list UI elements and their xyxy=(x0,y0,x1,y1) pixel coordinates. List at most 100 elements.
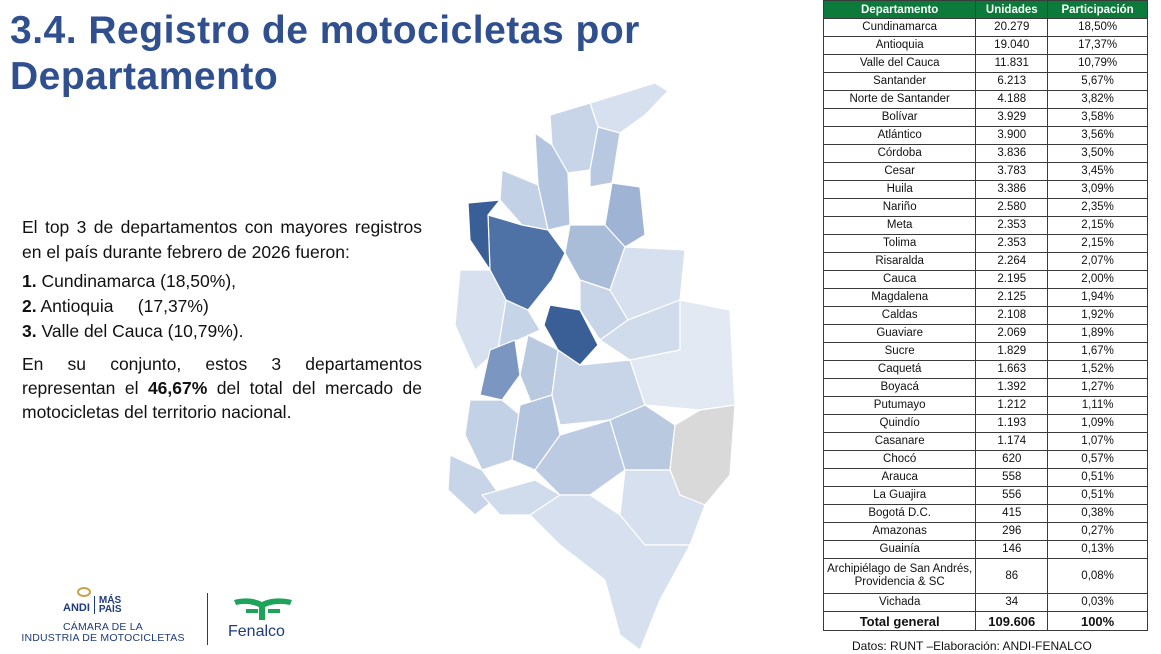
cell-share: 1,09% xyxy=(1047,414,1148,433)
cell-units: 2.264 xyxy=(975,252,1049,271)
map-region-cesar xyxy=(589,126,621,188)
cell-department: Caldas xyxy=(822,306,977,325)
cell-share: 3,50% xyxy=(1047,144,1148,163)
cell-share: 10,79% xyxy=(1047,54,1148,73)
cell-units: 1.174 xyxy=(975,432,1049,451)
cell-units: 146 xyxy=(975,540,1049,559)
table-row: Cauca 2.195 2,00% xyxy=(822,270,1148,289)
logo-divider xyxy=(207,593,208,645)
top3-label: Antioquia (17,37%) xyxy=(36,296,209,316)
column-header-share: Participación xyxy=(1047,0,1148,19)
table-row: Cesar 3.783 3,45% xyxy=(822,162,1148,181)
table-row: Bogotá D.C. 415 0,38% xyxy=(822,504,1148,523)
cell-share: 5,67% xyxy=(1047,72,1148,91)
cell-department: Huila xyxy=(822,180,977,199)
cell-units: 2.069 xyxy=(975,324,1049,343)
cell-units: 2.353 xyxy=(975,216,1049,235)
cell-department: Valle del Cauca xyxy=(822,54,977,73)
table-row: Arauca 558 0,51% xyxy=(822,468,1148,487)
table-row: Guainía 146 0,13% xyxy=(822,540,1148,559)
cell-units: 556 xyxy=(975,486,1049,505)
table-row: La Guajira 556 0,51% xyxy=(822,486,1148,505)
table-total-row: Total general 109.606 100% xyxy=(822,611,1148,631)
cell-department: Cauca xyxy=(822,270,977,289)
cell-share: 0,51% xyxy=(1047,486,1148,505)
fenalco-logo: Fenalco xyxy=(228,596,303,646)
table-row: Valle del Cauca 11.831 10,79% xyxy=(822,54,1148,73)
cell-department: La Guajira xyxy=(822,486,977,505)
table-row: Cundinamarca 20.279 18,50% xyxy=(822,18,1148,37)
cell-units: 3.900 xyxy=(975,126,1049,145)
cell-share: 2,07% xyxy=(1047,252,1148,271)
table-row: Santander 6.213 5,67% xyxy=(822,72,1148,91)
cell-department: Putumayo xyxy=(822,396,977,415)
cell-units: 558 xyxy=(975,468,1049,487)
title-line-2: Departamento xyxy=(10,55,279,98)
map-region-la-guajira xyxy=(589,82,669,134)
cell-units: 34 xyxy=(975,593,1049,612)
cell-department: Córdoba xyxy=(822,144,977,163)
title-line-1: 3.4. Registro de motocicletas por xyxy=(10,9,640,52)
cell-department: Quindío xyxy=(822,414,977,433)
cell-units: 19.040 xyxy=(975,36,1049,55)
table-row: Magdalena 2.125 1,94% xyxy=(822,288,1148,307)
map-region-guainia xyxy=(669,404,736,506)
cell-department: Archipiélago de San Andrés, Providencia … xyxy=(822,558,977,594)
table-row: Meta 2.353 2,15% xyxy=(822,216,1148,235)
cell-share: 1,27% xyxy=(1047,378,1148,397)
cell-units: 3.386 xyxy=(975,180,1049,199)
fenalco-symbol-icon xyxy=(234,598,292,620)
cell-units: 296 xyxy=(975,522,1049,541)
cell-units: 415 xyxy=(975,504,1049,523)
top3-item: 2. Antioquia (17,37%) xyxy=(22,294,422,319)
top3-number: 1. xyxy=(22,271,37,291)
table-row: Putumayo 1.212 1,11% xyxy=(822,396,1148,415)
table-row: Amazonas 296 0,27% xyxy=(822,522,1148,541)
cell-department: Antioquia xyxy=(822,36,977,55)
mas-pais-wordmark: MÁS PAÍS xyxy=(93,596,122,615)
table-row: Córdoba 3.836 3,50% xyxy=(822,144,1148,163)
map-region-vichada xyxy=(629,299,736,411)
cell-share: 0,38% xyxy=(1047,504,1148,523)
department-table-container: Departamento Unidades Participación Cund… xyxy=(822,0,1148,631)
table-row: Boyacá 1.392 1,27% xyxy=(822,378,1148,397)
table-row: Huila 3.386 3,09% xyxy=(822,180,1148,199)
cell-share: 2,00% xyxy=(1047,270,1148,289)
cell-share: 18,50% xyxy=(1047,18,1148,37)
cell-department: Bogotá D.C. xyxy=(822,504,977,523)
cell-total-share: 100% xyxy=(1047,611,1148,631)
table-row: Guaviare 2.069 1,89% xyxy=(822,324,1148,343)
camara-line-2: INDUSTRIA DE MOTOCICLETAS xyxy=(21,632,185,644)
department-registrations-table: Departamento Unidades Participación Cund… xyxy=(822,0,1148,631)
cell-department: Vichada xyxy=(822,593,977,612)
andi-marks: ANDI MÁS PAÍS xyxy=(63,587,122,615)
table-row: Archipiélago de San Andrés, Providencia … xyxy=(822,558,1148,594)
cell-share: 3,58% xyxy=(1047,108,1148,127)
cell-units: 2.580 xyxy=(975,198,1049,217)
cell-units: 620 xyxy=(975,450,1049,469)
cell-share: 3,56% xyxy=(1047,126,1148,145)
table-row: Bolívar 3.929 3,58% xyxy=(822,108,1148,127)
table-row: Atlántico 3.900 3,56% xyxy=(822,126,1148,145)
camara-line-1: CÁMARA DE LA xyxy=(62,621,143,633)
table-row: Chocó 620 0,57% xyxy=(822,450,1148,469)
cell-department: Risaralda xyxy=(822,252,977,271)
camara-label: CÁMARA DE LA INDUSTRIA DE MOTOCICLETAS xyxy=(18,622,188,644)
cell-units: 20.279 xyxy=(975,18,1049,37)
cell-share: 2,15% xyxy=(1047,216,1148,235)
cell-total-units: 109.606 xyxy=(975,611,1049,631)
table-row: Caquetá 1.663 1,52% xyxy=(822,360,1148,379)
cell-units: 2.195 xyxy=(975,270,1049,289)
cell-department: Guaviare xyxy=(822,324,977,343)
andi-wordmark: ANDI xyxy=(63,602,90,614)
cell-units: 6.213 xyxy=(975,72,1049,91)
cell-total-label: Total general xyxy=(822,611,977,631)
map-region-norte-santander xyxy=(604,182,646,248)
cell-units: 1.392 xyxy=(975,378,1049,397)
fenalco-wordmark: Fenalco xyxy=(228,623,285,640)
cell-units: 4.188 xyxy=(975,90,1049,109)
top3-item: 1. Cundinamarca (18,50%), xyxy=(22,269,422,294)
cell-share: 1,94% xyxy=(1047,288,1148,307)
cell-units: 11.831 xyxy=(975,54,1049,73)
andi-logo: ANDI MÁS PAÍS CÁMARA DE LA INDUSTRIA DE … xyxy=(18,587,188,646)
